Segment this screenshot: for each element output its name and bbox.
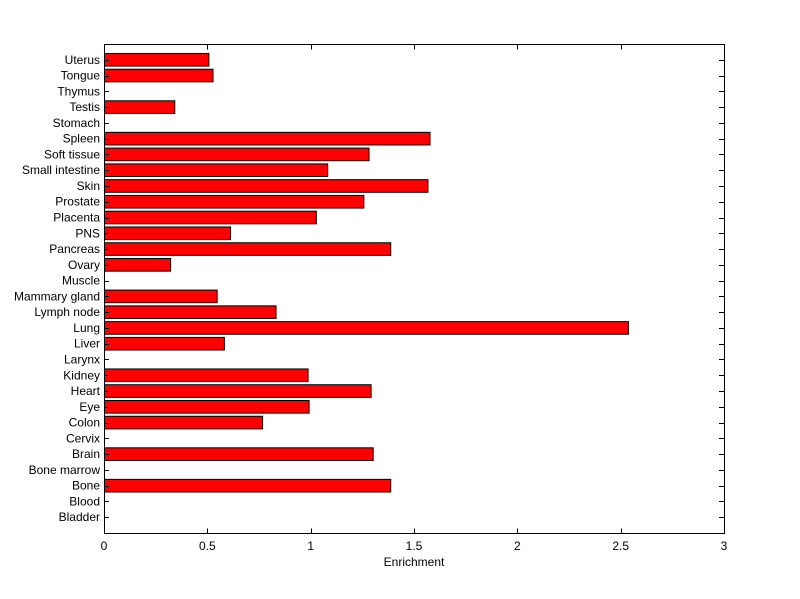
y-tick-label-ovary: Ovary [68,258,100,272]
y-tick-label-heart: Heart [71,384,101,398]
y-tick-label-bone-marrow: Bone marrow [29,463,101,477]
y-tick-label-muscle: Muscle [62,274,100,288]
bar-lung [104,321,629,335]
bar-soft-tissue [104,147,370,162]
bar-brain [104,447,374,461]
bar-small-intestine [104,163,329,178]
y-tick-label-colon: Colon [69,416,100,430]
x-tick-label-0: 0 [101,539,108,553]
x-tick-label-6: 3 [721,539,728,553]
bar-placenta [104,210,317,225]
x-tick-label-5: 2.5 [612,539,629,553]
y-tick-label-brain: Brain [72,447,100,461]
y-tick-label-larynx: Larynx [64,352,100,366]
plot-frame [104,44,725,534]
x-tick-labels: 0 0.5 1 1.5 2 2.5 3 [101,539,728,553]
x-axis-label: Enrichment [384,555,445,569]
bar-pns [104,226,232,241]
y-tick-label-blood: Blood [69,494,100,508]
bar-ovary [104,258,172,272]
y-tick-label-stomach: Stomach [53,116,100,130]
x-tick-label-3: 1.5 [406,539,423,553]
bar-tongue [104,68,214,83]
bar-spleen [104,131,431,146]
y-tick-label-liver: Liver [74,337,100,351]
bar-prostate [104,194,365,209]
y-tick-label-skin: Skin [77,179,100,193]
bar-skin [104,179,429,193]
y-tick-label-small-intestine: Small intestine [22,163,100,177]
bar-liver [104,336,225,351]
y-tick-label-lymph-node: Lymph node [34,305,100,319]
y-tick-label-bone: Bone [72,479,100,493]
bar-heart [104,384,372,398]
bar-pancreas [104,242,392,256]
bar-mammary-gland [104,289,218,304]
y-tick-label-testis: Testis [69,100,100,114]
y-tick-label-tongue: Tongue [61,69,101,83]
y-tick-label-bladder: Bladder [59,510,100,524]
y-tick-label-prostate: Prostate [55,195,100,209]
y-tick-label-thymus: Thymus [57,84,100,98]
y-tick-label-eye: Eye [79,400,100,414]
y-tick-label-pns: PNS [75,226,100,240]
y-tick-label-uterus: Uterus [65,53,100,67]
x-tick-label-4: 2 [514,539,521,553]
bar-eye [104,399,310,414]
y-tick-label-pancreas: Pancreas [49,242,100,256]
x-tick-label-1: 0.5 [199,539,216,553]
bar-testis [104,100,176,114]
bar-kidney [104,368,309,383]
y-tick-label-cervix: Cervix [66,431,100,445]
y-tick-label-kidney: Kidney [63,368,100,382]
bar-uterus [104,52,210,67]
y-tick-label-spleen: Spleen [63,132,100,146]
y-tick-label-soft-tissue: Soft tissue [44,147,100,161]
y-tick-label-lung: Lung [73,321,100,335]
y-tick-label-mammary-gland: Mammary gland [14,289,100,303]
x-tick-label-2: 1 [307,539,314,553]
y-tick-label-placenta: Placenta [53,211,100,225]
bar-lymph-node [104,305,277,319]
bar-bone [104,478,392,493]
bars-group [104,52,629,493]
bar-colon [104,415,264,430]
